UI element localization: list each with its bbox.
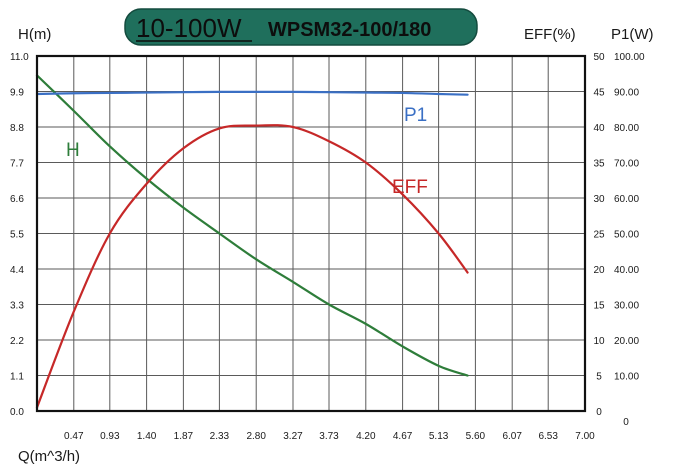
x-tick-label: 6.53 — [538, 431, 558, 442]
title-model: WPSM32-100/180 — [268, 19, 431, 41]
title-badge-background — [124, 8, 478, 46]
y-right-eff-tick-label: 5 — [596, 372, 602, 383]
y-left-tick-label: 1.1 — [10, 372, 24, 383]
title-power-range: 10-100W — [136, 13, 242, 43]
y-right-eff-tick-label: 40 — [593, 123, 605, 134]
y-right-power-tick-label: 30.00 — [614, 301, 639, 312]
y-left-axis-title: H(m) — [18, 26, 51, 43]
x-tick-label: 7.00 — [575, 431, 595, 442]
y-right-power-tick-label: 90.00 — [614, 88, 639, 99]
y-right-power-tick-label: 50.00 — [614, 230, 639, 241]
x-tick-label: 3.27 — [283, 431, 303, 442]
series-lines — [35, 74, 469, 409]
y-left-tick-label: 0.0 — [10, 407, 24, 418]
y-right-eff-tick-label: 0 — [596, 407, 602, 418]
x-tick-label: 4.20 — [356, 431, 376, 442]
series-label-eff: EFF — [392, 177, 428, 198]
x-tick-label: 1.87 — [174, 431, 194, 442]
y-left-tick-label: 4.4 — [10, 265, 24, 276]
y-right-eff-tick-label: 20 — [593, 265, 605, 276]
y-right-power-tick-label: 60.00 — [614, 194, 639, 205]
x-tick-label: 0.47 — [64, 431, 84, 442]
y-left-tick-label: 6.6 — [10, 194, 24, 205]
x-tick-label: 5.13 — [429, 431, 449, 442]
y-right-power-tick-label: 40.00 — [614, 265, 639, 276]
x-tick-label: 2.80 — [246, 431, 266, 442]
y-left-tick-label: 7.7 — [10, 159, 24, 170]
x-axis-title: Q(m^3/h) — [18, 448, 80, 465]
series-label-p1: P1 — [404, 105, 427, 126]
y-right-eff-tick-label: 35 — [593, 159, 605, 170]
y-right-eff-tick-label: 15 — [593, 301, 605, 312]
y-right-eff-tick-label: 10 — [593, 336, 605, 347]
x-tick-label: 0.93 — [100, 431, 120, 442]
grid — [37, 56, 585, 411]
y-right-power-tick-label: 10.00 — [614, 372, 639, 383]
x-tick-label: 3.73 — [319, 431, 339, 442]
y-right-eff-tick-label: 30 — [593, 194, 605, 205]
series-line-eff — [35, 124, 469, 409]
y-right-power-tick-label: 100.00 — [614, 52, 645, 63]
y-right-eff-axis-title: EFF(%) — [524, 26, 576, 43]
x-tick-label: 6.07 — [502, 431, 522, 442]
y-left-tick-label: 3.3 — [10, 301, 24, 312]
y-left-tick-label: 2.2 — [10, 336, 24, 347]
x-tick-label: 4.67 — [393, 431, 413, 442]
y-right-power-tick-label: 70.00 — [614, 159, 639, 170]
series-labels: H EFF P1 — [66, 105, 428, 198]
x-tick-label: 1.40 — [137, 431, 157, 442]
y-right-eff-tick-label: 50 — [593, 52, 605, 63]
y-right-eff-tick-label: 25 — [593, 230, 605, 241]
series-line-p1 — [35, 90, 469, 96]
y-right-power-axis-title: P1(W) — [611, 26, 654, 43]
title-badge: 10-100W WPSM32-100/180 — [124, 8, 478, 46]
plot-frame — [35, 54, 587, 413]
x-tick-label: 2.33 — [210, 431, 230, 442]
y-right-power-tick-label: 80.00 — [614, 123, 639, 134]
y-right-power-tick-label: 0 — [623, 417, 629, 428]
y-left-tick-label: 11.0 — [10, 52, 29, 63]
x-tick-label: 5.60 — [466, 431, 486, 442]
y-left-tick-label: 5.5 — [10, 230, 24, 241]
series-label-h: H — [66, 140, 80, 161]
y-right-power-tick-label: 20.00 — [614, 336, 639, 347]
axis-ticks: 0.47 0.93 1.40 1.87 2.33 2.80 3.27 3.73 4.20 4.67… — [10, 52, 645, 442]
series-line-h — [35, 74, 469, 377]
y-left-tick-label: 8.8 — [10, 123, 24, 134]
y-right-eff-tick-label: 45 — [593, 88, 605, 99]
y-left-tick-label: 9.9 — [10, 88, 24, 99]
